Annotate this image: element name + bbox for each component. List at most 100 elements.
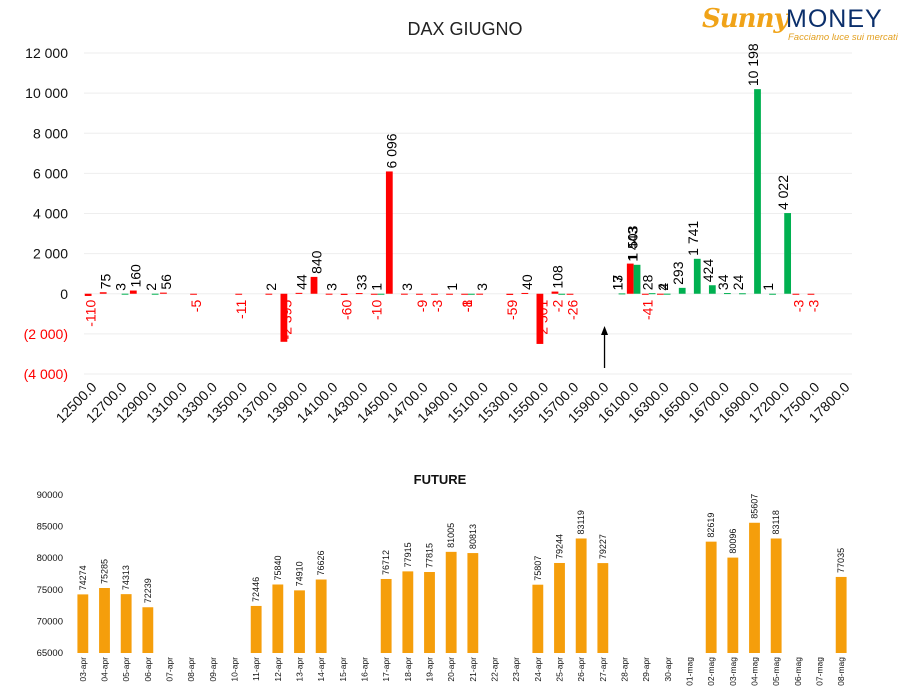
data-label: -5	[188, 300, 204, 313]
bar	[663, 293, 671, 295]
bar	[521, 292, 529, 294]
bar	[446, 293, 453, 295]
bar	[315, 579, 327, 653]
data-label: 72446	[251, 577, 261, 602]
x-tick-label: 03-mag	[728, 657, 738, 686]
x-tick-label: 17-apr	[381, 657, 391, 682]
x-tick-label: 15-apr	[338, 657, 348, 682]
data-label: 77035	[836, 548, 846, 573]
data-label: -59	[504, 300, 520, 320]
x-tick-label: 26-apr	[576, 657, 586, 682]
data-label: -2 395	[278, 300, 294, 340]
x-tick-label: 04-apr	[100, 657, 110, 682]
data-label: 2 501	[534, 300, 550, 335]
bar	[400, 293, 408, 295]
data-label: -110	[83, 300, 99, 327]
bar	[506, 293, 514, 295]
x-tick-label: 21-apr	[468, 657, 478, 682]
data-label: 1 443	[625, 227, 641, 262]
x-tick-label: 07-mag	[815, 657, 825, 686]
data-label: 424	[700, 259, 716, 283]
bar	[792, 293, 800, 295]
bar	[272, 584, 284, 653]
x-tick-label: 18-apr	[403, 657, 413, 682]
data-label: 72239	[143, 578, 153, 603]
data-label: 4 022	[775, 175, 791, 210]
data-label: 75807	[533, 556, 543, 581]
data-label: 28	[640, 274, 656, 290]
bar	[402, 571, 414, 653]
bar	[558, 293, 566, 295]
data-label: 44	[293, 274, 309, 290]
data-label: 80813	[468, 524, 478, 549]
data-label: -10	[369, 300, 385, 320]
logo-sunny: Sunny	[702, 4, 789, 34]
y-tick-label: 90000	[37, 490, 63, 501]
x-tick-label: 10-apr	[230, 657, 240, 682]
x-tick-label: 03-apr	[78, 657, 88, 682]
bar	[708, 285, 716, 294]
bar	[749, 522, 760, 653]
logo-tagline: Facciamo luce sui mercati	[788, 32, 898, 43]
data-label: 1	[444, 283, 460, 291]
x-tick-label: 27-apr	[598, 657, 608, 682]
y-tick-label: 2 000	[33, 246, 68, 262]
bar	[310, 276, 318, 294]
data-label: 83119	[576, 510, 586, 534]
bar	[445, 551, 457, 653]
x-tick-label: 16-apr	[360, 657, 370, 682]
bar	[724, 293, 731, 295]
y-tick-label: 12 000	[25, 45, 68, 61]
data-label: 17	[610, 275, 626, 291]
data-label: 108	[549, 265, 565, 289]
bar	[536, 293, 544, 344]
data-label: 85607	[750, 494, 760, 519]
bar	[424, 572, 435, 653]
data-label: 4	[655, 283, 671, 291]
logo-money: MONEY	[786, 5, 883, 33]
data-label: -26	[564, 300, 580, 320]
y-tick-label: 70000	[37, 616, 63, 627]
bar	[754, 89, 761, 294]
x-tick-label: 22-apr	[490, 657, 500, 682]
bar	[294, 590, 305, 653]
data-label: 13	[610, 275, 626, 291]
bar	[807, 293, 815, 295]
data-label: 34	[715, 274, 731, 290]
data-label: -3	[429, 300, 445, 313]
bar	[142, 607, 154, 653]
data-label: 79244	[555, 534, 565, 559]
bar	[633, 264, 641, 294]
data-label: 40	[519, 274, 535, 290]
bar	[641, 293, 649, 295]
x-tick-label: 20-apr	[446, 657, 456, 682]
bar	[355, 293, 363, 295]
bar	[99, 292, 107, 294]
bar	[648, 293, 656, 295]
data-label: 77815	[425, 543, 435, 568]
y-tick-label: (4 000)	[24, 366, 68, 382]
x-tick-label: 23-apr	[511, 657, 521, 682]
data-label: 75	[98, 273, 114, 289]
data-label: 79227	[598, 534, 608, 559]
bar	[190, 293, 197, 295]
data-label: 82619	[706, 513, 716, 538]
bar	[554, 562, 565, 653]
bar	[566, 293, 574, 295]
data-label: 56	[158, 274, 174, 290]
x-tick-label: 05-apr	[121, 657, 131, 682]
data-label: -8	[459, 300, 475, 313]
future-title: FUTURE	[414, 472, 467, 487]
x-tick-label: 05-mag	[771, 657, 781, 686]
data-label: 75285	[100, 559, 110, 584]
bar	[377, 293, 385, 295]
bar	[678, 287, 686, 294]
data-label: 77915	[403, 542, 413, 567]
x-tick-label: 24-apr	[533, 657, 543, 682]
x-tick-label: 02-mag	[706, 657, 716, 686]
data-label: 76712	[381, 550, 391, 575]
bar	[120, 594, 132, 653]
bar	[467, 553, 479, 653]
data-label: 2	[143, 283, 159, 291]
